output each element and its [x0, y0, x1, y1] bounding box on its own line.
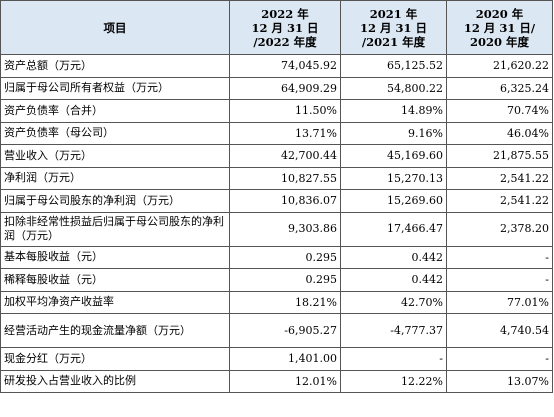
value-cell: 4,740.54: [446, 313, 553, 348]
value-cell: 0.442: [340, 268, 447, 292]
value-cell: 45,169.60: [340, 144, 447, 168]
table-row: 扣除非经常性损益后归属于母公司股东的净利润（万元） 9,303.86 17,466.…: [0, 211, 553, 247]
value-cell: 54,800.22: [340, 76, 447, 100]
value-cell: -: [340, 347, 447, 371]
value-cell: 13.71%: [229, 121, 341, 145]
value-cell: 12.22%: [340, 369, 447, 393]
row-label: 现金分红（万元）: [0, 347, 230, 371]
value-cell: 21,875.55: [446, 144, 553, 168]
value-cell: -: [446, 347, 553, 371]
table-row: 资产负债率（合并） 11.50% 14.89% 70.74%: [0, 99, 553, 123]
table-row: 基本每股收益（元） 0.295 0.442-: [0, 245, 553, 269]
table-header-row: 项目 2022 年 12 月 31 日 /2022 年度 2021 年 12 月…: [0, 0, 553, 55]
value-cell: 10,836.07: [229, 189, 341, 213]
row-label: 资产总额（万元）: [0, 54, 230, 78]
value-cell: 12.01%: [229, 369, 341, 393]
value-cell: 0.295: [229, 245, 341, 269]
value-cell: 0.442: [340, 245, 447, 269]
table-row: 现金分红（万元） 1,401.00- -: [0, 347, 553, 371]
value-cell: 9.16%: [340, 121, 447, 145]
header-year-2022: 2022 年 12 月 31 日 /2022 年度: [229, 0, 341, 55]
value-cell: 6,325.24: [446, 76, 553, 100]
value-cell: 1,401.00: [229, 347, 341, 371]
header-line: /2021 年度: [361, 34, 426, 49]
value-cell: -: [446, 268, 553, 292]
row-label: 归属于母公司股东的净利润（万元）: [0, 189, 230, 213]
value-cell: -4,777.37: [340, 313, 447, 348]
table-row: 归属于母公司所有者权益（万元） 64,909.29 54,800.22 6,325.2…: [0, 76, 553, 100]
value-cell: -6,905.27: [229, 313, 341, 348]
row-label: 资产负债率（母公司）: [0, 121, 230, 145]
row-label: 营业收入（万元）: [0, 144, 230, 168]
value-cell: 46.04%: [446, 121, 553, 145]
header-line: 12 月 31 日/: [463, 20, 536, 35]
header-line: 2020 年度: [469, 34, 529, 49]
table-row: 稀释每股收益（元） 0.295 0.442-: [0, 268, 553, 292]
header-line: /2022 年度: [253, 34, 317, 49]
table-row: 研发投入占营业收入的比例 12.01% 12.22% 13.07%: [0, 369, 553, 393]
value-cell: -: [446, 245, 553, 269]
value-cell: 2,541.22: [446, 166, 553, 190]
header-line: 12 月 31 日: [359, 20, 428, 35]
value-cell: 14.89%: [340, 99, 447, 123]
financial-data-table: 项目 2022 年 12 月 31 日 /2022 年度 2021 年 12 月…: [0, 0, 553, 393]
row-label: 基本每股收益（元）: [0, 245, 230, 269]
table-row: 归属于母公司股东的净利润（万元） 10,836.07 15,269.60 2,541.…: [0, 189, 553, 213]
value-cell: 13.07%: [446, 369, 553, 393]
table-row: 资产总额（万元） 74,045.92 65,125.52 21,620.22: [0, 54, 553, 78]
row-label: 研发投入占营业收入的比例: [0, 369, 230, 393]
value-cell: 15,270.13: [340, 166, 447, 190]
value-cell: 17,466.47: [340, 211, 447, 247]
value-cell: 0.295: [229, 268, 341, 292]
value-cell: 42,700.44: [229, 144, 341, 168]
value-cell: 74,045.92: [229, 54, 341, 78]
value-cell: 2,378.20: [446, 211, 553, 247]
header-line: 2022 年: [261, 6, 309, 21]
value-cell: 21,620.22: [446, 54, 553, 78]
row-label: 经营活动产生的现金流量净额（万元）: [0, 313, 230, 348]
table-body: 资产总额（万元） 74,045.92 65,125.52 21,620.22 归属于母公…: [0, 54, 553, 393]
table-row: 经营活动产生的现金流量净额（万元） -6,905.27 -4,777.37 4,740…: [0, 313, 553, 348]
header-year-2021: 2021 年 12 月 31 日 /2021 年度: [340, 0, 447, 55]
value-cell: 9,303.86: [229, 211, 341, 247]
header-year-2020: 2020 年 12 月 31 日/ 2020 年度: [446, 0, 553, 55]
value-cell: 18.21%: [229, 290, 341, 314]
table-row: 营业收入（万元） 42,700.44 45,169.60 21,875.55: [0, 144, 553, 168]
row-label: 稀释每股收益（元）: [0, 268, 230, 292]
row-label: 资产负债率（合并）: [0, 99, 230, 123]
value-cell: 10,827.55: [229, 166, 341, 190]
table-row: 资产负债率（母公司） 13.71% 9.16% 46.04%: [0, 121, 553, 145]
row-label: 归属于母公司所有者权益（万元）: [0, 76, 230, 100]
header-line: 2021 年: [369, 6, 418, 21]
table-row: 加权平均净资产收益率 18.21% 42.70% 77.01%: [0, 290, 553, 314]
header-item: 项目: [0, 0, 230, 55]
table-row: 净利润（万元） 10,827.55 15,270.13 2,541.22: [0, 166, 553, 190]
value-cell: 77.01%: [446, 290, 553, 314]
row-label: 加权平均净资产收益率: [0, 290, 230, 314]
row-label: 净利润（万元）: [0, 166, 230, 190]
value-cell: 42.70%: [340, 290, 447, 314]
value-cell: 2,541.22: [446, 189, 553, 213]
header-line: 12 月 31 日: [251, 20, 319, 35]
value-cell: 65,125.52: [340, 54, 447, 78]
value-cell: 15,269.60: [340, 189, 447, 213]
value-cell: 64,909.29: [229, 76, 341, 100]
row-label: 扣除非经常性损益后归属于母公司股东的净利润（万元）: [0, 211, 230, 247]
value-cell: 11.50%: [229, 99, 341, 123]
value-cell: 70.74%: [446, 99, 553, 123]
header-line: 2020 年: [475, 6, 524, 21]
